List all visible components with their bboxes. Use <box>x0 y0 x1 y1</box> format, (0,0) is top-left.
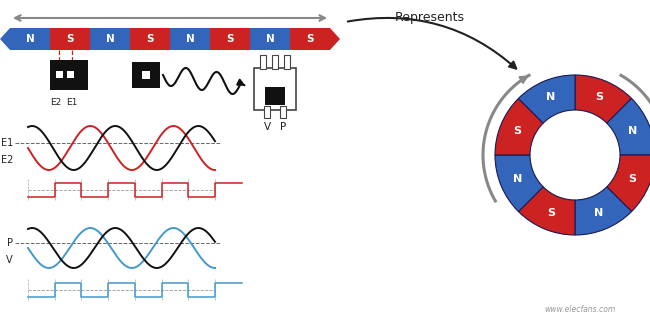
Text: S: S <box>306 34 314 44</box>
Text: S: S <box>66 34 73 44</box>
Bar <box>67 71 74 78</box>
Bar <box>50 60 88 90</box>
Wedge shape <box>495 98 543 155</box>
Text: P: P <box>280 122 286 132</box>
Text: S: S <box>514 126 521 136</box>
Text: Represents: Represents <box>395 11 465 24</box>
Wedge shape <box>519 75 575 123</box>
Bar <box>130 28 170 50</box>
Text: N: N <box>547 92 556 102</box>
Wedge shape <box>607 155 650 212</box>
Bar <box>254 68 296 110</box>
Text: S: S <box>226 34 234 44</box>
Wedge shape <box>607 98 650 155</box>
Text: S: S <box>146 34 154 44</box>
Text: E2: E2 <box>1 155 13 165</box>
Wedge shape <box>495 155 543 212</box>
Bar <box>260 55 266 69</box>
Text: N: N <box>186 34 194 44</box>
Bar <box>284 55 290 69</box>
Text: N: N <box>594 208 604 218</box>
Bar <box>272 55 278 69</box>
Bar <box>264 106 270 118</box>
Bar <box>90 28 130 50</box>
Polygon shape <box>330 28 340 50</box>
Text: N: N <box>513 174 522 184</box>
Bar <box>170 28 210 50</box>
Bar <box>280 106 286 118</box>
Bar <box>50 28 90 50</box>
Bar <box>250 28 290 50</box>
Bar <box>265 87 285 105</box>
Bar <box>10 28 50 50</box>
Bar <box>142 71 150 79</box>
Polygon shape <box>0 28 10 50</box>
Text: V: V <box>6 255 13 265</box>
Bar <box>210 28 250 50</box>
Bar <box>132 62 160 88</box>
Text: V: V <box>263 122 270 132</box>
Text: E1: E1 <box>1 138 13 148</box>
Wedge shape <box>575 187 632 235</box>
Wedge shape <box>519 187 575 235</box>
Text: N: N <box>25 34 34 44</box>
Bar <box>56 71 63 78</box>
Text: E1: E1 <box>66 98 78 107</box>
Text: S: S <box>629 174 637 184</box>
Text: E2: E2 <box>51 98 62 107</box>
Text: N: N <box>266 34 274 44</box>
Text: P: P <box>7 238 13 248</box>
Bar <box>290 28 330 50</box>
Text: N: N <box>105 34 114 44</box>
Text: N: N <box>628 126 638 136</box>
Text: S: S <box>547 208 555 218</box>
Text: www.elecfans.com: www.elecfans.com <box>545 306 616 315</box>
Wedge shape <box>575 75 632 123</box>
Text: S: S <box>595 92 603 102</box>
